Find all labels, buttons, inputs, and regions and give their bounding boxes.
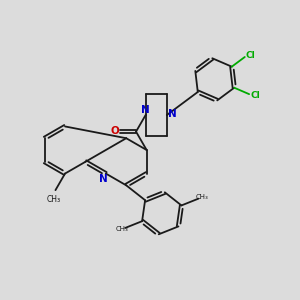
Text: CH₃: CH₃ (195, 194, 208, 200)
Text: N: N (98, 174, 107, 184)
Text: Cl: Cl (245, 51, 255, 60)
Text: Cl: Cl (250, 91, 260, 100)
Text: CH₃: CH₃ (47, 194, 61, 203)
Text: N: N (168, 109, 176, 118)
Text: CH₃: CH₃ (116, 226, 128, 232)
Text: N: N (141, 105, 149, 116)
Text: O: O (110, 126, 119, 136)
